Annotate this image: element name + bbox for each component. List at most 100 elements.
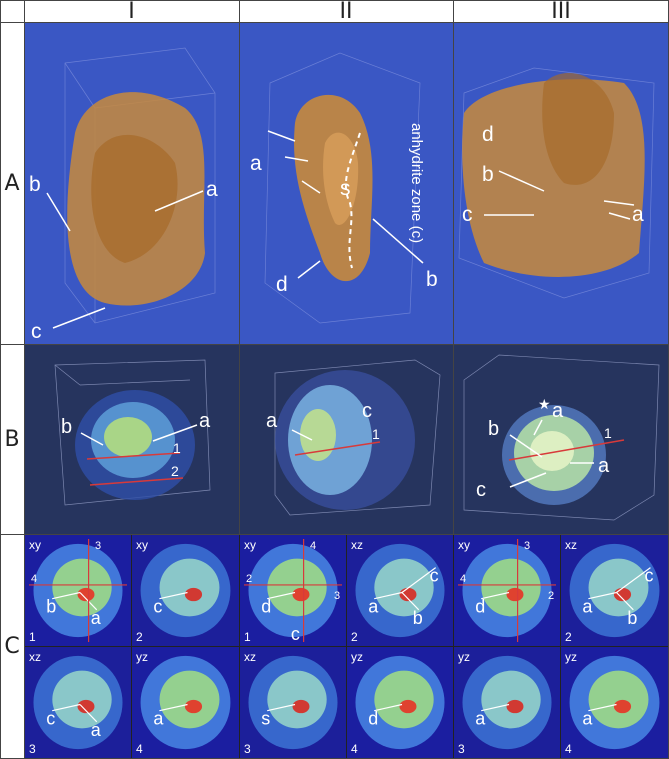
label-d: d: [368, 709, 378, 729]
panel-c-1: xy 1 b a 3 4: [25, 535, 131, 646]
pointer-line: [401, 567, 437, 593]
panel-number: 4: [136, 742, 143, 756]
heatmap-high-region: [613, 699, 632, 714]
panel-c-9-svg: xz 3s: [240, 647, 346, 758]
plane-label: yz: [565, 650, 577, 664]
panel-a-i-svg: b a c: [29, 47, 218, 343]
label-a: a: [91, 608, 102, 628]
panel-c-7-svg: xz 3c a: [25, 647, 131, 758]
label-a: a: [91, 720, 102, 740]
panel-number: 3: [29, 742, 36, 756]
label-a: a: [368, 597, 379, 617]
panel-c-11: yz 3 a: [454, 647, 560, 758]
label-c: c: [31, 320, 42, 343]
plane-label: xy: [458, 538, 470, 552]
slice-mark: 4: [310, 540, 316, 552]
heatmap-high-region: [77, 699, 95, 714]
label-c: c: [462, 203, 473, 226]
heatmap-mid-region: [52, 670, 112, 729]
label-a: a: [206, 178, 218, 201]
panel-c-2: xy 2 c: [132, 535, 239, 646]
row-header-a: A: [4, 170, 20, 196]
pointer-line: [79, 704, 98, 723]
label-a: a: [250, 152, 262, 175]
pointer-line: [267, 591, 296, 600]
panel-c-2-svg: xy 2c: [132, 535, 239, 646]
line-label-2: 2: [171, 463, 179, 479]
label-b: b: [488, 418, 499, 440]
pointer-line: [588, 591, 617, 600]
label-extra: c: [291, 624, 300, 644]
label-b: b: [627, 608, 637, 628]
label-a: a: [582, 597, 593, 617]
divider-header: [0, 22, 669, 23]
slice-mark: 3: [524, 540, 530, 552]
pointer-line: [401, 592, 420, 611]
label-b: b: [46, 597, 56, 617]
line-label-1: 1: [604, 425, 612, 441]
slice-mark: 3: [334, 590, 340, 602]
label-b: b: [413, 608, 423, 628]
pointer-line: [616, 567, 651, 593]
panel-number: 2: [136, 630, 143, 644]
panel-number: 3: [244, 742, 251, 756]
plane-label: xz: [565, 538, 577, 552]
label-a: a: [266, 410, 278, 432]
pointer-line: [159, 591, 188, 600]
label-s: s: [261, 709, 270, 729]
panel-c-7: xz 3 c a: [25, 647, 131, 758]
panel-c-3: xy 1 d 4 2 3 c: [240, 535, 346, 646]
heatmap-high-region: [184, 587, 203, 602]
slice-mark: 4: [460, 573, 466, 585]
label-c: c: [153, 597, 162, 617]
panel-c-6: xz 2 a b c: [561, 535, 668, 646]
heatmap-mid-region: [374, 670, 434, 729]
row-header-c: C: [4, 634, 20, 659]
border-left: [0, 0, 1, 759]
heatmap-high-region: [506, 699, 524, 714]
panel-c-10-svg: yz 4d: [347, 647, 453, 758]
panel-c-6-svg: xz 2a b c: [561, 535, 668, 646]
panel-number: 4: [565, 742, 572, 756]
panel-number: 2: [351, 630, 358, 644]
divider-col-2-3: [453, 0, 454, 534]
label-d: d: [276, 273, 288, 296]
label-d: d: [475, 597, 485, 617]
slice-mark: 3: [95, 540, 101, 552]
anhydrite-zone-label: anhydrite zone (c): [408, 123, 425, 243]
border-top: [0, 0, 669, 1]
panel-b-iii-svg: ★ a b a c 1: [463, 354, 660, 521]
label-a: a: [153, 709, 164, 729]
heatmap-high-region: [292, 587, 310, 602]
panel-a-iii: d b c a: [454, 23, 669, 344]
panel-c-8: yz 4 a: [132, 647, 239, 758]
label-b: b: [482, 163, 494, 186]
pointer-line: [267, 703, 296, 712]
divider-col-1-2: [239, 0, 240, 534]
heatmap-high-region: [292, 699, 310, 714]
plane-label: xy: [29, 538, 41, 552]
panel-c-4: xz 2 a b c: [347, 535, 453, 646]
label-c: c: [46, 709, 55, 729]
label-b: b: [61, 416, 72, 438]
heatmap-mid-region: [481, 558, 541, 617]
panel-c-10: yz 4 d: [347, 647, 453, 758]
heatmap-mid-region: [267, 558, 327, 617]
panel-c-5-svg: xy d 3 4 2: [454, 535, 560, 646]
pointer-line: [374, 703, 403, 712]
panel-a-iii-svg: d b c a: [458, 67, 655, 299]
pointer-line: [481, 703, 510, 712]
panel-a-i: b a c: [25, 23, 239, 344]
label-a: a: [475, 709, 486, 729]
line-label-1: 1: [173, 440, 181, 456]
column-header-1: I: [128, 0, 135, 24]
plane-label: yz: [458, 650, 470, 664]
label-b: b: [29, 173, 41, 196]
panel-a-ii: a s d b anhydrite zone (c): [240, 23, 453, 344]
heatmap-mid-region: [374, 558, 434, 617]
panel-number: 1: [29, 630, 36, 644]
heatmap-mid-region: [159, 670, 220, 729]
pointer-line: [52, 591, 81, 600]
column-header-3: III: [551, 0, 571, 24]
